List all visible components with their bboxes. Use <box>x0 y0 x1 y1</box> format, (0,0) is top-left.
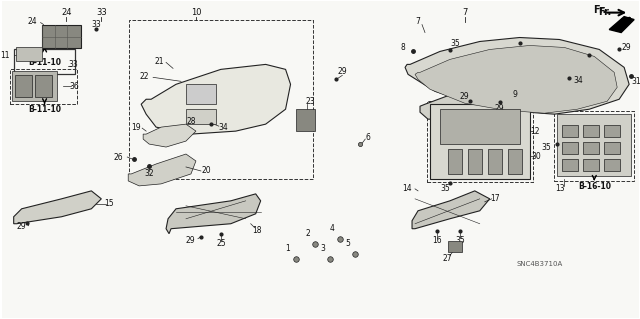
Polygon shape <box>563 159 579 171</box>
Polygon shape <box>609 17 634 33</box>
Text: 29: 29 <box>337 67 347 76</box>
Text: 14: 14 <box>403 184 412 193</box>
Polygon shape <box>186 84 216 104</box>
Polygon shape <box>415 46 617 113</box>
Text: B-11-10: B-11-10 <box>28 105 61 114</box>
Text: 11: 11 <box>0 51 10 60</box>
Text: 22: 22 <box>140 72 149 81</box>
Text: 24: 24 <box>28 17 38 26</box>
Polygon shape <box>42 25 81 48</box>
Text: Fr.: Fr. <box>598 7 612 17</box>
Text: 31: 31 <box>631 77 640 86</box>
Text: 29: 29 <box>459 92 468 101</box>
Polygon shape <box>186 109 216 124</box>
Text: 4: 4 <box>330 224 335 233</box>
Bar <box>554 111 634 181</box>
Polygon shape <box>583 142 599 154</box>
Text: 19: 19 <box>131 122 141 132</box>
Text: 34: 34 <box>573 76 583 85</box>
Polygon shape <box>508 149 522 174</box>
Text: 35: 35 <box>440 184 450 193</box>
Text: 5: 5 <box>345 239 349 248</box>
Polygon shape <box>583 125 599 137</box>
Text: 30: 30 <box>532 152 541 160</box>
Polygon shape <box>604 159 620 171</box>
Bar <box>129 19 314 179</box>
Polygon shape <box>143 124 196 147</box>
Polygon shape <box>440 109 520 144</box>
Text: 29: 29 <box>621 43 631 52</box>
Text: 7: 7 <box>462 8 467 17</box>
Text: 10: 10 <box>191 8 201 17</box>
Text: 36: 36 <box>70 82 79 91</box>
Polygon shape <box>557 114 631 176</box>
Text: 25: 25 <box>216 239 226 248</box>
Bar <box>427 101 532 182</box>
Text: 12: 12 <box>530 127 540 136</box>
Polygon shape <box>604 125 620 137</box>
Text: 13: 13 <box>556 184 565 193</box>
Polygon shape <box>141 64 291 134</box>
Text: 32: 32 <box>144 169 154 178</box>
Text: 24: 24 <box>61 8 72 17</box>
Text: 23: 23 <box>306 97 316 106</box>
Text: 9: 9 <box>512 90 517 99</box>
Polygon shape <box>420 84 509 119</box>
Text: 3: 3 <box>320 244 325 253</box>
Text: 8: 8 <box>400 43 405 52</box>
Text: 26: 26 <box>114 152 124 161</box>
Polygon shape <box>35 75 52 97</box>
Polygon shape <box>563 142 579 154</box>
Text: 34: 34 <box>218 122 228 132</box>
Text: 1: 1 <box>285 244 290 253</box>
Text: 29: 29 <box>17 222 26 231</box>
Text: 35: 35 <box>450 39 460 48</box>
Polygon shape <box>166 194 260 234</box>
Bar <box>10 69 77 104</box>
Polygon shape <box>412 191 490 229</box>
Text: 29: 29 <box>186 236 195 245</box>
Text: 35: 35 <box>541 143 552 152</box>
Polygon shape <box>430 104 529 179</box>
Text: 33: 33 <box>96 8 107 17</box>
Text: 18: 18 <box>252 226 261 235</box>
Text: 21: 21 <box>154 57 164 66</box>
Polygon shape <box>448 241 462 252</box>
Polygon shape <box>12 71 56 101</box>
Polygon shape <box>488 149 502 174</box>
Text: 15: 15 <box>104 199 114 208</box>
Text: SNC4B3710A: SNC4B3710A <box>516 261 563 267</box>
Text: 33: 33 <box>68 60 78 69</box>
Polygon shape <box>296 109 316 131</box>
Polygon shape <box>405 38 629 114</box>
Text: 27: 27 <box>442 254 452 263</box>
Text: B-16-10: B-16-10 <box>578 182 611 191</box>
Polygon shape <box>583 159 599 171</box>
Text: 7: 7 <box>415 17 420 26</box>
Text: 28: 28 <box>186 117 196 126</box>
Polygon shape <box>468 149 482 174</box>
Polygon shape <box>604 142 620 154</box>
Text: 33: 33 <box>92 20 101 29</box>
Text: Fr.: Fr. <box>593 4 606 15</box>
Polygon shape <box>128 154 196 186</box>
Text: 20: 20 <box>201 167 211 175</box>
Text: 17: 17 <box>490 194 499 203</box>
Text: B-11-10: B-11-10 <box>28 58 61 67</box>
Polygon shape <box>448 149 462 174</box>
Text: 2: 2 <box>305 229 310 238</box>
Polygon shape <box>16 48 42 61</box>
Text: 16: 16 <box>432 236 442 245</box>
Polygon shape <box>15 75 31 97</box>
Text: 6: 6 <box>366 133 371 142</box>
Polygon shape <box>563 125 579 137</box>
Polygon shape <box>13 191 101 224</box>
Text: 29: 29 <box>495 104 504 113</box>
Text: 35: 35 <box>455 236 465 245</box>
Bar <box>13 49 76 74</box>
